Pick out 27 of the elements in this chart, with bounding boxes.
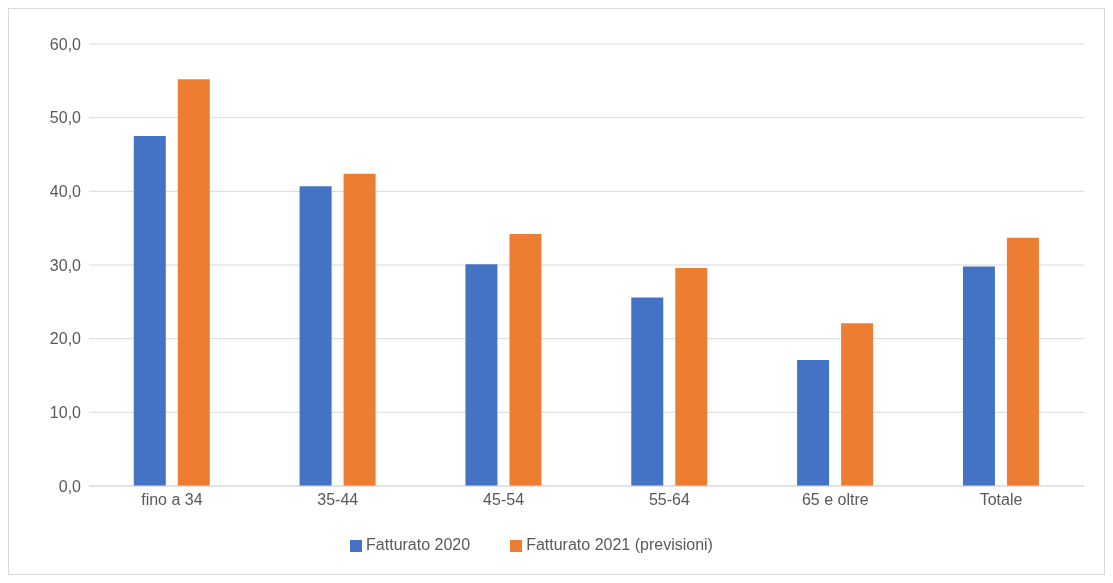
- bar: [962, 266, 995, 486]
- bar: [797, 360, 830, 486]
- bar: [1006, 237, 1039, 486]
- bar: [631, 297, 664, 486]
- y-tick-label: 0,0: [58, 477, 82, 495]
- bar: [465, 264, 498, 486]
- x-tick-label: fino a 34: [141, 491, 203, 509]
- legend-label: Fatturato 2021 (previsioni): [526, 536, 713, 553]
- bar: [509, 234, 542, 486]
- bar: [675, 267, 708, 486]
- y-tick-label: 50,0: [49, 109, 82, 127]
- bar: [841, 323, 874, 486]
- y-tick-label: 30,0: [49, 256, 82, 274]
- x-tick-label: 65 e oltre: [801, 491, 869, 509]
- y-tick-label: 60,0: [49, 35, 82, 53]
- y-tick-label: 10,0: [49, 404, 82, 422]
- bar: [133, 136, 166, 486]
- legend-label: Fatturato 2020: [366, 536, 471, 553]
- x-tick-label: 45-54: [483, 491, 525, 509]
- y-tick-label: 40,0: [49, 183, 82, 201]
- x-tick-label: Totale: [979, 491, 1023, 509]
- y-tick-label: 20,0: [49, 330, 82, 348]
- x-tick-label: 35-44: [317, 491, 359, 509]
- bar: [177, 79, 210, 486]
- bar: [343, 173, 376, 486]
- x-tick-label: 55-64: [648, 491, 690, 509]
- bar: [299, 186, 332, 486]
